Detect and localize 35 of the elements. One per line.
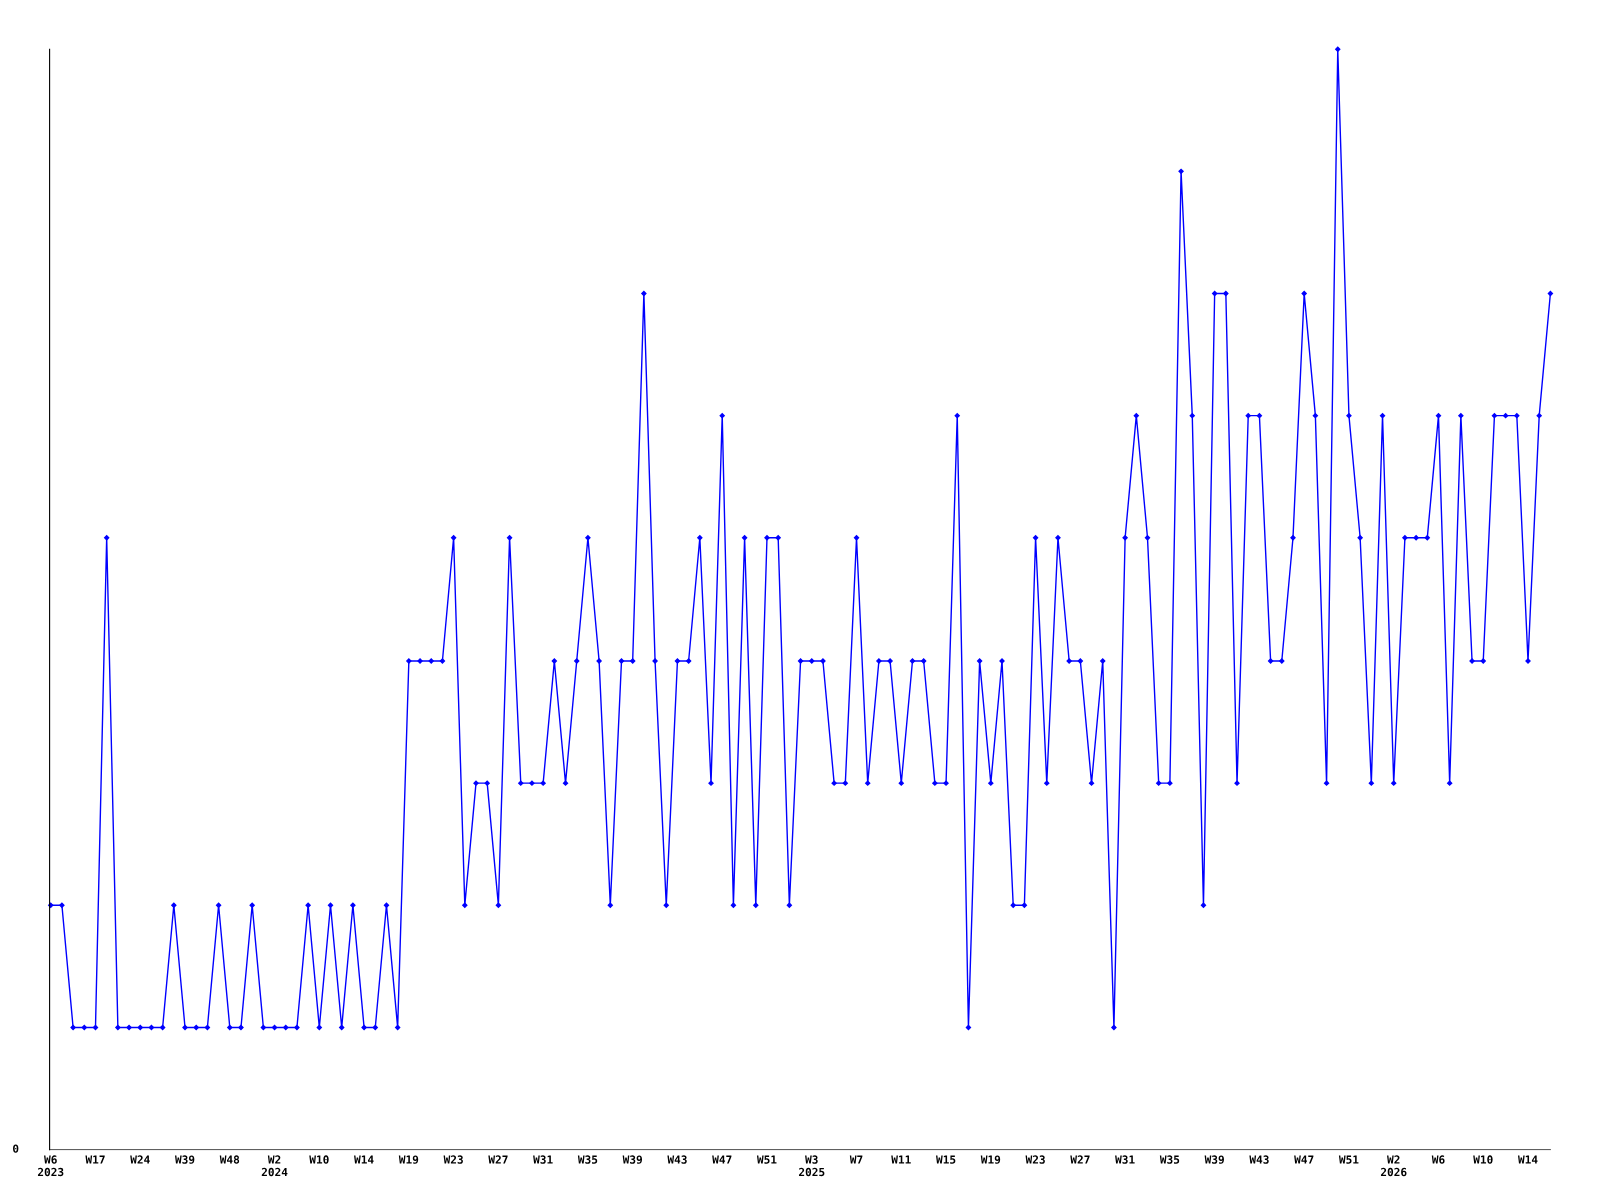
x-tick-label: W19 [980,1155,1001,1164]
x-tick-label: W23 [443,1155,463,1164]
x-tick-label: W10 [309,1155,329,1164]
x-tick-label: W6 2023 [37,1155,64,1177]
x-tick-label: W11 [891,1155,911,1164]
x-tick-label: W6 [1431,1155,1445,1164]
x-tick-label: W47 [712,1155,732,1164]
x-tick-label: W14 [1517,1155,1538,1164]
x-tick-label: W31 [533,1155,553,1164]
x-tick-label: W39 [1204,1155,1224,1164]
x-tick-label: W15 [936,1155,956,1164]
x-tick-label: W47 [1294,1155,1314,1164]
x-tick-label: W24 [130,1155,150,1164]
x-tick-label: W23 [1025,1155,1045,1164]
x-tick-label: W48 [219,1155,240,1164]
x-tick-label: W43 [667,1155,687,1164]
x-tick-label: W17 [85,1155,105,1164]
x-tick-label: W27 [488,1155,508,1164]
x-tick-label: W35 [1159,1155,1180,1164]
x-tick-label: W3 2025 [799,1155,825,1177]
x-tick-label: W14 [354,1155,374,1164]
x-tick-label: W31 [1115,1155,1135,1164]
x-tick-label: W35 [577,1155,598,1164]
x-tick-label: W2 2026 [1380,1155,1407,1177]
x-tick-label: W10 [1473,1155,1493,1164]
x-tick-label: W39 [622,1155,643,1164]
x-tick-label: W2 2024 [261,1155,288,1177]
x-tick-label: W19 [398,1155,419,1164]
x-tick-label: W51 [1338,1155,1359,1164]
x-tick-label: W7 [849,1155,863,1164]
x-tick-label: W43 [1249,1155,1269,1164]
x-tick-label: W39 [174,1155,195,1164]
text: 0 [13,1144,19,1153]
x-tick-label: W27 [1070,1155,1090,1164]
x-tick-label: W51 [756,1155,777,1164]
